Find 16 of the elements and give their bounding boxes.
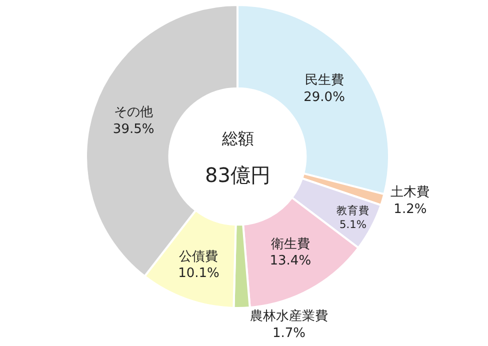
data-label: 5.1% xyxy=(339,218,366,231)
data-label: 1.2% xyxy=(394,202,427,217)
data-label: 1.7% xyxy=(272,326,306,341)
text: 83億円 xyxy=(205,163,270,187)
slice-label: 土木費 xyxy=(390,185,430,200)
text: 総額 xyxy=(221,129,254,148)
slice-label: その他 xyxy=(114,104,154,120)
data-label: 39.5% xyxy=(112,122,154,137)
slice-label: 公債費 xyxy=(179,249,218,264)
slice-label: 教育費 xyxy=(336,204,370,217)
data-label: 29.0% xyxy=(304,90,345,106)
slice-label: 農林水産業費 xyxy=(250,308,328,324)
slice-label: 民生費 xyxy=(304,73,344,88)
data-label: 10.1% xyxy=(178,266,220,282)
data-label: 13.4% xyxy=(270,254,312,269)
slice-label: 衛生費 xyxy=(270,236,310,252)
